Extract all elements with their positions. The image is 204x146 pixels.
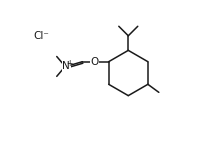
Text: Cl⁻: Cl⁻ [33, 31, 49, 41]
Text: +: + [66, 59, 72, 68]
Text: O: O [91, 57, 99, 67]
Text: N: N [62, 61, 70, 71]
